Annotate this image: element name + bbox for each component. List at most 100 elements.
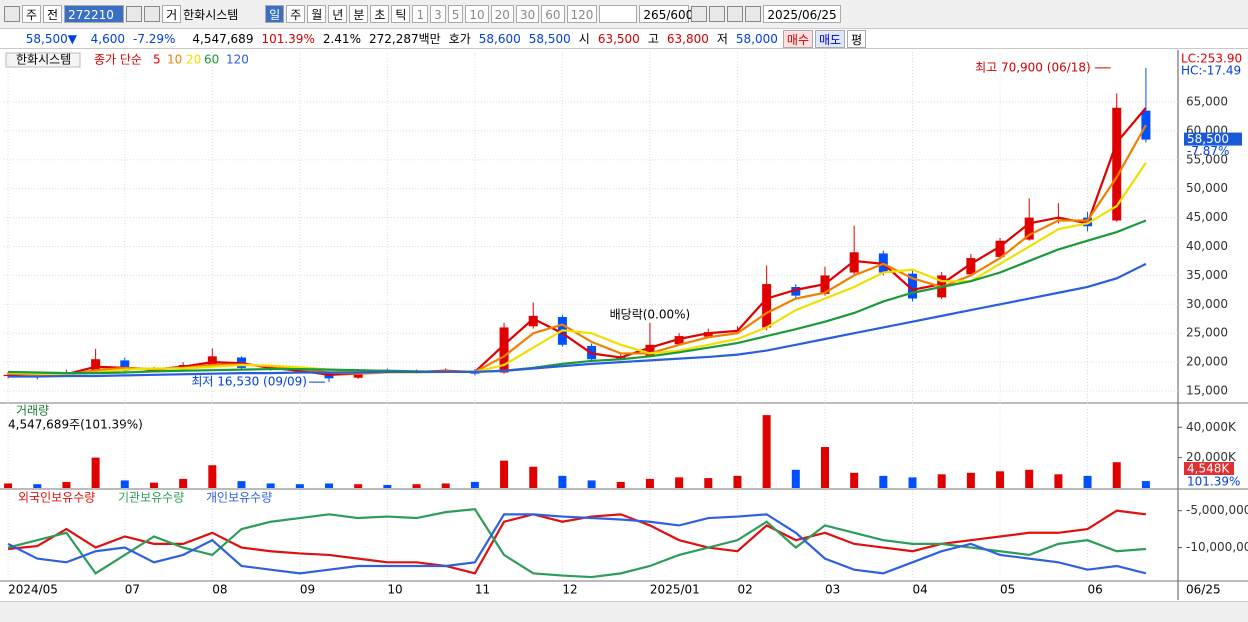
volume-bar <box>62 481 71 488</box>
legend-entry: 20 <box>186 53 201 67</box>
y-tick-label: -5,000,000 <box>1186 503 1248 517</box>
x-tick-label: 2025/01 <box>650 583 700 597</box>
y-tick-label: 45,000 <box>1186 210 1228 224</box>
tf-button[interactable]: 주 <box>286 5 306 23</box>
volume-bar <box>937 474 946 488</box>
candle-body <box>1024 217 1034 240</box>
hc-label: HC:-17.49 <box>1181 64 1241 78</box>
sound-icon[interactable] <box>144 6 161 22</box>
lc-label: LC:253.90 <box>1181 52 1242 66</box>
interval-button[interactable]: 60 <box>541 5 565 23</box>
volume-bar <box>441 483 450 488</box>
last-price-label: 58,500 <box>1187 132 1229 146</box>
tf-button[interactable]: 분 <box>349 5 369 23</box>
y-tick-label: 30,000 <box>1186 297 1228 311</box>
ma-line <box>8 124 1147 376</box>
volume-bar <box>704 478 713 488</box>
legend-entry: 기관보유수량 <box>118 491 184 505</box>
open-label: 시 <box>578 32 590 46</box>
volume-bar <box>149 482 158 488</box>
volume: 4,547,689 <box>192 31 254 46</box>
y-tick-label: 35,000 <box>1186 268 1228 282</box>
volume-bar <box>237 481 246 488</box>
volume-bar <box>383 484 392 488</box>
candle-body <box>674 336 684 345</box>
last-volume-label: 4,548K <box>1187 462 1230 476</box>
code-input[interactable]: 272210 <box>64 5 125 23</box>
open: 63,500 <box>597 31 640 46</box>
sell-button[interactable]: 매도 <box>815 29 846 48</box>
tool-icon[interactable] <box>691 6 708 22</box>
volume-bar <box>966 472 975 488</box>
bid: 58,500 <box>528 31 571 46</box>
x-last-label: 06/25 <box>1186 583 1221 597</box>
volume-bar <box>1025 469 1034 488</box>
legend-entry: 외국인보유수량 <box>18 491 95 505</box>
volume-bar <box>645 478 654 488</box>
x-tick-label: 09 <box>300 583 315 597</box>
settings-icon[interactable] <box>745 6 762 22</box>
period-select[interactable]: 주 <box>22 5 42 23</box>
candle-body <box>908 273 918 299</box>
candle-body <box>703 332 713 337</box>
tf-button[interactable]: 초 <box>370 5 390 23</box>
high-label: 고 <box>647 32 659 46</box>
eval-button[interactable]: 평 <box>847 29 867 48</box>
date-input[interactable]: 2025/06/25 <box>763 5 841 23</box>
change: 4,600 <box>90 31 125 46</box>
interval-button[interactable]: 120 <box>566 5 598 23</box>
count-input[interactable]: 265/600 <box>639 5 693 23</box>
volume-bar <box>91 457 100 488</box>
candle-body <box>91 359 101 372</box>
search-icon[interactable] <box>126 6 143 22</box>
y-tick-label: 40,000 <box>1186 239 1228 253</box>
ask: 58,600 <box>478 31 521 46</box>
x-tick-label: 10 <box>387 583 402 597</box>
x-tick-label: 11 <box>475 583 490 597</box>
interval-button[interactable]: 10 <box>465 5 489 23</box>
dividend-annotation: 배당락(0.00%) <box>610 308 691 322</box>
ma-line <box>8 219 1147 375</box>
interval-button[interactable]: 30 <box>515 5 540 23</box>
x-tick-label: 05 <box>1000 583 1015 597</box>
candle-body <box>645 344 655 356</box>
tf-button[interactable]: 월 <box>307 5 327 23</box>
holdings-line <box>7 508 1146 579</box>
ma-line <box>8 107 1147 377</box>
tf-button[interactable]: 년 <box>328 5 348 23</box>
scrollbar[interactable] <box>0 601 1248 622</box>
candle-body <box>120 360 130 371</box>
save-icon[interactable] <box>727 6 744 22</box>
legend-box <box>5 52 81 68</box>
volume-bar <box>762 415 771 488</box>
interval-button[interactable]: 5 <box>447 5 464 23</box>
prev-button[interactable]: 전 <box>43 5 63 23</box>
interval-button[interactable]: 1 <box>412 5 429 23</box>
tf-button[interactable]: 틱 <box>391 5 411 23</box>
volume-ratio: 101.39% <box>261 31 315 46</box>
last-volume-box <box>1184 462 1234 475</box>
tool-icon[interactable] <box>709 6 726 22</box>
x-tick-label: 08 <box>212 583 227 597</box>
buy-button[interactable]: 매수 <box>782 29 814 48</box>
interval-button[interactable]: 3 <box>430 5 446 23</box>
legend-entry: 개인보유수량 <box>206 491 272 505</box>
legend-entry: 10 <box>167 53 182 67</box>
x-tick-label: 07 <box>125 583 140 597</box>
toolbar: 주 전 272210 거 한화시스템 일 주 월 년 분 초 틱 1 3 5 1… <box>0 0 1248 29</box>
unit-select[interactable] <box>599 5 638 23</box>
volume-bar <box>791 469 800 488</box>
menu-icon[interactable] <box>4 6 20 22</box>
candle-body <box>791 286 801 296</box>
volume-bar <box>1054 474 1063 488</box>
quote-bar: 58,500▼ 4,600 -7.29% 4,547,689 101.39% 2… <box>0 29 1248 49</box>
low: 58,000 <box>735 31 778 46</box>
y-tick-label: 55,000 <box>1186 152 1228 166</box>
volume-bar <box>33 484 42 488</box>
legend-entry: 120 <box>226 53 249 67</box>
stock-legend: 한화시스템 <box>16 53 71 67</box>
interval-button[interactable]: 20 <box>490 5 514 23</box>
tf-button[interactable]: 일 <box>265 5 285 23</box>
chart: 한화시스템 종가 단순 LC:253.90 HC:-17.49 거래량 4,54… <box>0 50 1248 601</box>
volume-title: 거래량 <box>16 404 49 418</box>
